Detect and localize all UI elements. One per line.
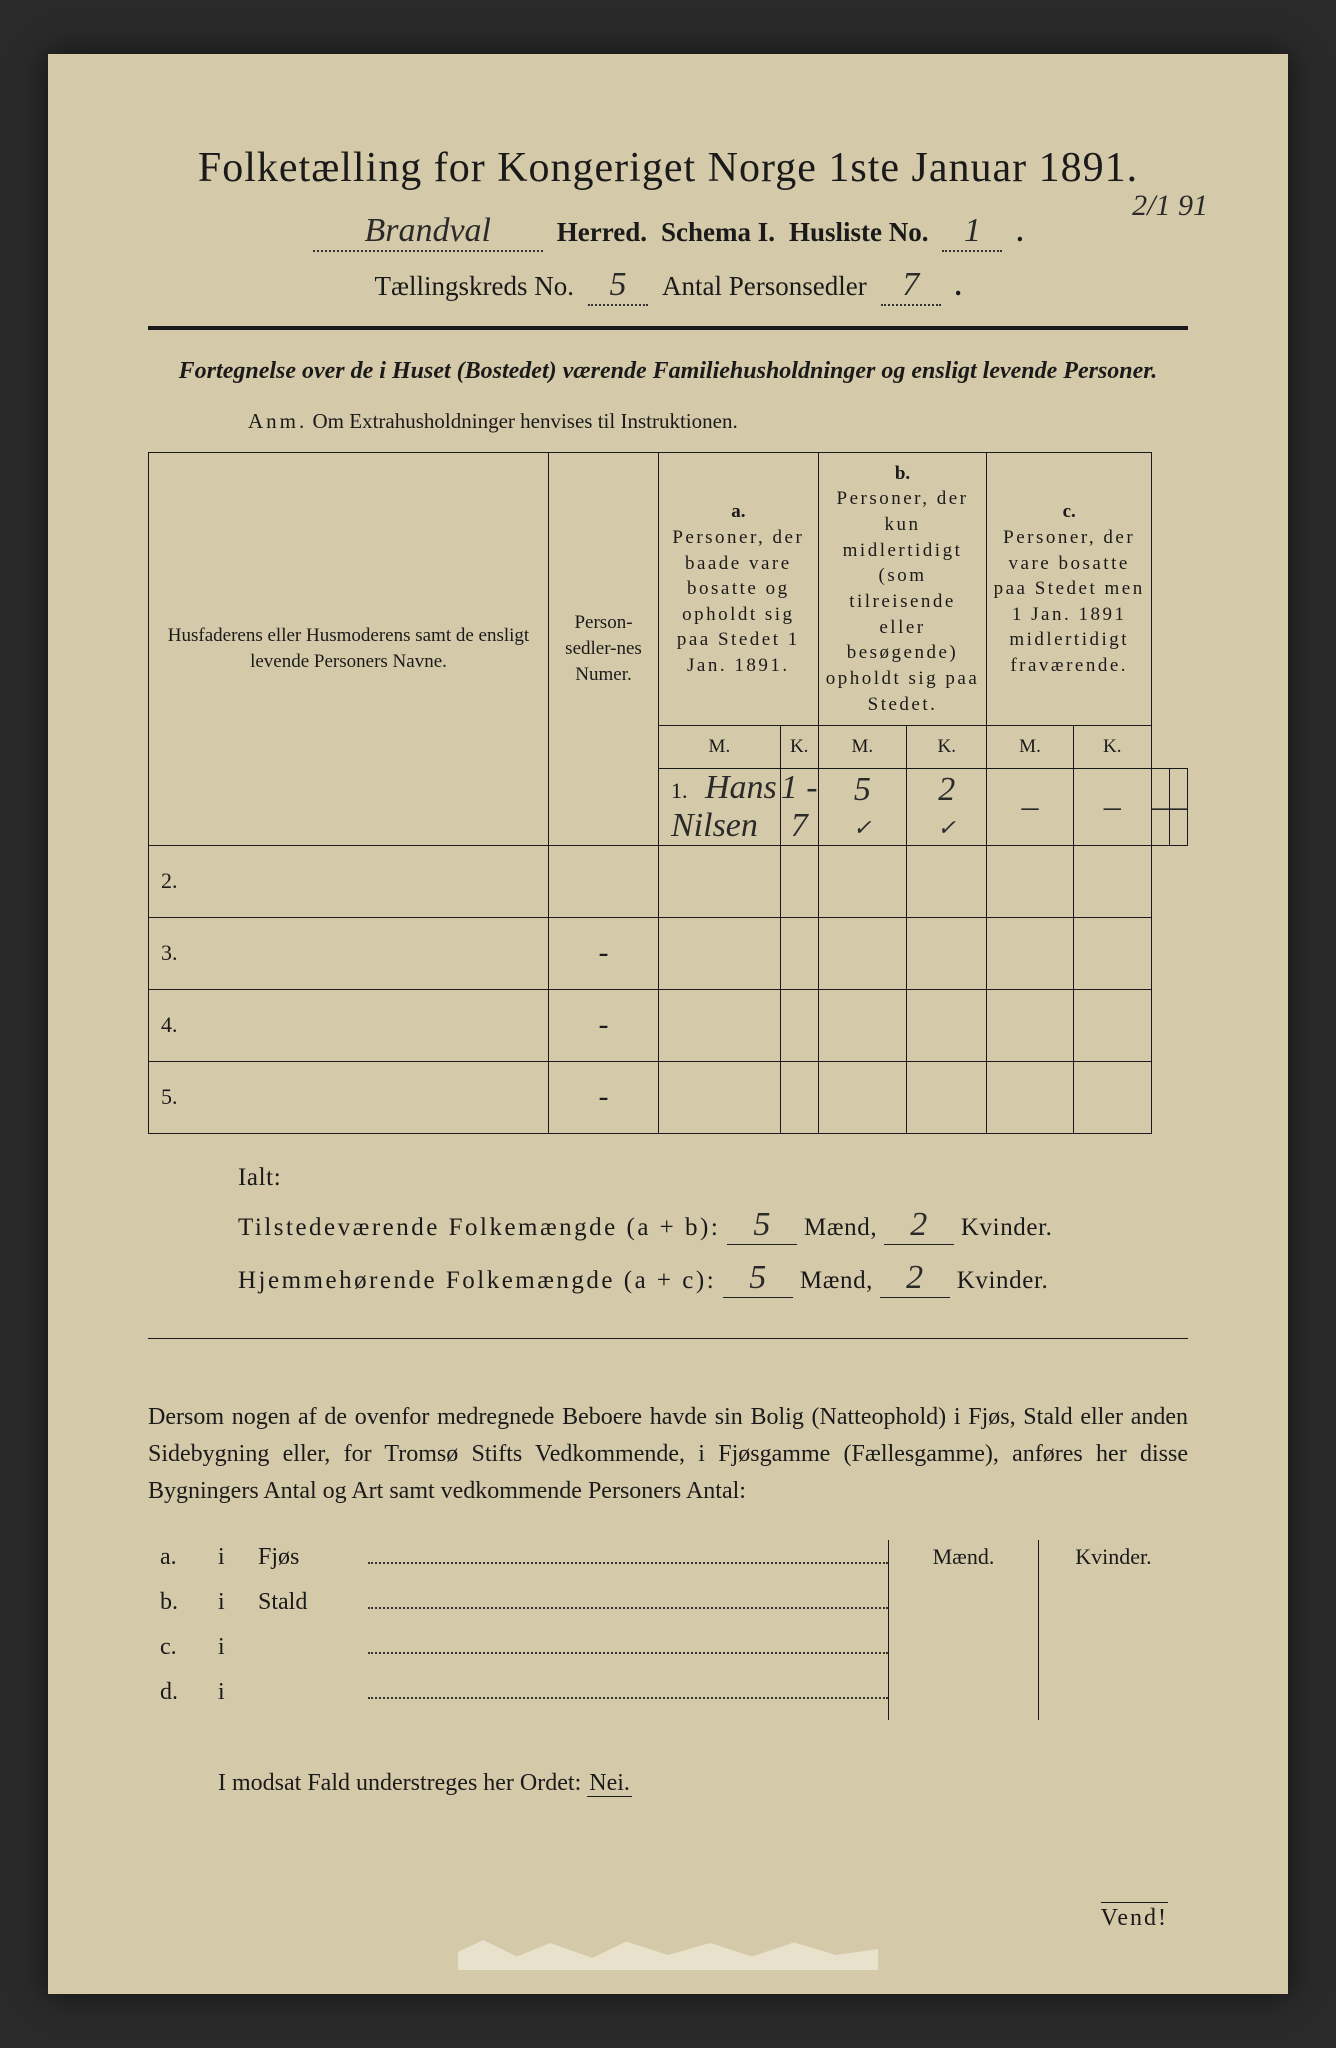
vend-label: Vend! (1101, 1902, 1168, 1932)
cell-name-4: 4. (149, 989, 549, 1061)
cell-name-2: 2. (149, 845, 549, 917)
husliste-value: 1 (942, 212, 1002, 252)
fortegnelse-heading: Fortegnelse over de i Huset (Bostedet) v… (148, 354, 1188, 389)
anm-note: Anm. Om Extrahusholdninger henvises til … (248, 409, 1188, 434)
th-a-k: K. (780, 726, 818, 769)
antal-value: 7 (881, 266, 941, 306)
header-line-1: Brandval Herred. Schema I. Husliste No. … (148, 212, 1188, 252)
cell-am-1: 5 ✓ (818, 768, 906, 845)
out-row-a: a. i Fjøs (148, 1540, 888, 1571)
cell-name-3: 3. (149, 917, 549, 989)
rule-heavy-1 (148, 326, 1188, 330)
antal-label: Antal Personsedler (662, 271, 867, 302)
kreds-value: 5 (588, 266, 648, 306)
out-row-b: b. i Stald (148, 1585, 888, 1616)
cell-name-1: 1. Hans Nilsen (659, 768, 781, 845)
th-c: c. Personer, der vare bosatte paa Stedet… (987, 452, 1152, 725)
census-form-page: Folketælling for Kongeriget Norge 1ste J… (48, 54, 1288, 1994)
th-a: a. Personer, der baade vare bosatte og o… (659, 452, 819, 725)
ialt-block: Ialt: Tilstedeværende Folkemængde (a + b… (238, 1164, 1188, 1298)
out-row-c: c. i (148, 1630, 888, 1661)
cell-ak-1: 2 ✓ (907, 768, 987, 845)
cell-numer-5: - (549, 1061, 659, 1133)
cell-bm-1: – (987, 768, 1073, 845)
modsat-line: I modsat Fald understreges her Ordet: Ne… (218, 1770, 1188, 1797)
husliste-label: Husliste No. (789, 217, 929, 248)
herred-value: Brandval (313, 212, 543, 252)
th-b-m: M. (818, 726, 906, 769)
cell-numer-1: 1 - 7 (780, 768, 818, 845)
dersom-paragraph: Dersom nogen af de ovenfor medregnede Be… (148, 1399, 1188, 1511)
out-kvinder: Kvinder. (1039, 1540, 1188, 1720)
th-b: b. Personer, der kun midlertidigt (som t… (818, 452, 987, 725)
paper-tear (458, 1940, 878, 1970)
anm-text: Om Extrahusholdninger henvises til Instr… (313, 409, 738, 433)
th-names: Husfaderens eller Husmoderens samt de en… (149, 452, 549, 845)
ialt-line-2: Hjemmehørende Folkemængde (a + c): 5 Mæn… (238, 1259, 1188, 1298)
cell-name-5: 5. (149, 1061, 549, 1133)
out-row-d: d. i (148, 1675, 888, 1706)
anm-label: Anm. (248, 409, 307, 433)
cell-numer-2 (549, 845, 659, 917)
th-c-k: K. (1073, 726, 1151, 769)
cell-cm-1: – (1151, 768, 1169, 845)
out-maend: Mænd. (889, 1540, 1039, 1720)
outbuilding-block: a. i Fjøs b. i Stald c. i d. i (148, 1540, 1188, 1720)
census-table: Husfaderens eller Husmoderens samt de en… (148, 452, 1188, 1134)
table-row: 2. (149, 845, 1188, 917)
ialt-line-1: Tilstedeværende Folkemængde (a + b): 5 M… (238, 1206, 1188, 1245)
rule-thin-1 (148, 1338, 1188, 1339)
ialt-label: Ialt: (238, 1164, 1188, 1192)
th-a-m: M. (659, 726, 781, 769)
th-b-k: K. (907, 726, 987, 769)
cell-numer-4: - (549, 989, 659, 1061)
herred-label: Herred. (557, 217, 647, 248)
out-right-cols: Mænd. Kvinder. (888, 1540, 1188, 1720)
th-numer: Person-sedler-nes Numer. (549, 452, 659, 845)
header-line-2: Tællingskreds No. 5 Antal Personsedler 7… (148, 266, 1188, 306)
table-row: 4. - (149, 989, 1188, 1061)
cell-ck-1: – (1169, 768, 1187, 845)
cell-numer-3: - (549, 917, 659, 989)
table-row: 3. - (149, 917, 1188, 989)
kreds-label: Tællingskreds No. (375, 271, 575, 302)
corner-date: 2/1 91 (1132, 189, 1208, 223)
th-c-m: M. (987, 726, 1073, 769)
table-row: 5. - (149, 1061, 1188, 1133)
schema-label: Schema I. (661, 217, 775, 248)
page-title: Folketælling for Kongeriget Norge 1ste J… (148, 144, 1188, 192)
cell-bk-1: – (1073, 768, 1151, 845)
